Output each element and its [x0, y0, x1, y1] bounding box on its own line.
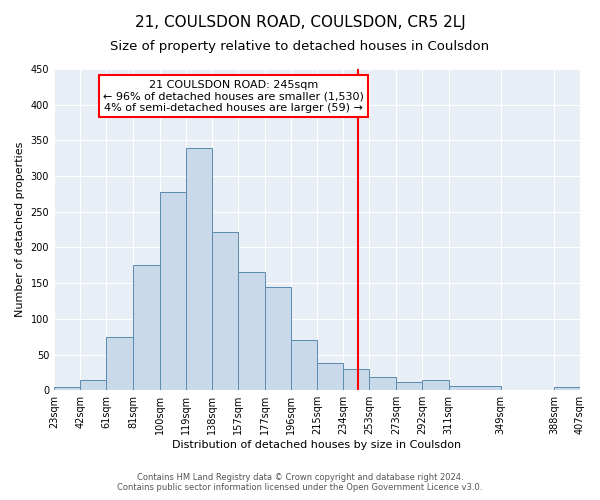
Bar	[317, 363, 343, 390]
Text: Contains HM Land Registry data © Crown copyright and database right 2024.
Contai: Contains HM Land Registry data © Crown c…	[118, 472, 482, 492]
Bar	[106, 336, 133, 390]
Bar	[397, 382, 422, 390]
Bar	[343, 369, 369, 390]
Y-axis label: Number of detached properties: Number of detached properties	[15, 142, 25, 318]
Bar	[554, 388, 580, 390]
Bar	[422, 380, 449, 390]
Bar	[291, 340, 317, 390]
Text: 21, COULSDON ROAD, COULSDON, CR5 2LJ: 21, COULSDON ROAD, COULSDON, CR5 2LJ	[134, 15, 466, 30]
Bar	[80, 380, 106, 390]
Bar	[185, 148, 212, 390]
Bar	[160, 192, 185, 390]
Bar	[449, 386, 500, 390]
Bar	[54, 388, 80, 390]
Bar	[265, 286, 291, 390]
Bar	[133, 266, 160, 390]
Text: Size of property relative to detached houses in Coulsdon: Size of property relative to detached ho…	[110, 40, 490, 53]
Bar	[212, 232, 238, 390]
Text: 21 COULSDON ROAD: 245sqm
← 96% of detached houses are smaller (1,530)
4% of semi: 21 COULSDON ROAD: 245sqm ← 96% of detach…	[103, 80, 364, 113]
Bar	[369, 378, 397, 390]
X-axis label: Distribution of detached houses by size in Coulsdon: Distribution of detached houses by size …	[172, 440, 461, 450]
Bar	[238, 272, 265, 390]
